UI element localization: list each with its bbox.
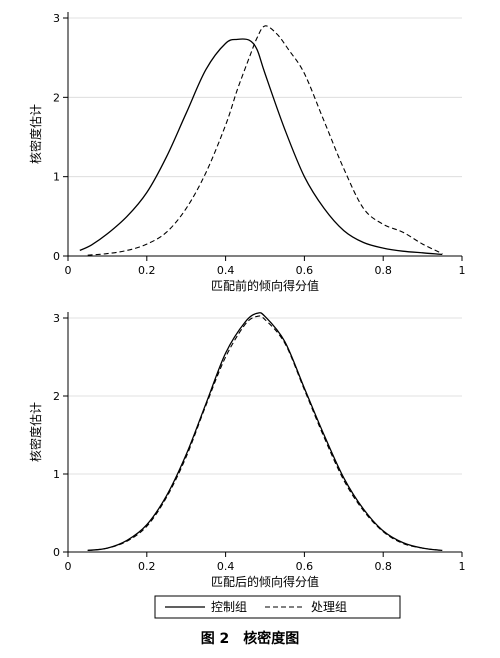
x-tick-label-0: 0 [65,264,72,277]
y-tick-label-0: 0 [53,546,60,559]
y-axis-label: 核密度估计 [28,402,43,462]
y-tick-label-3: 3 [53,312,60,325]
x-tick-label-3: 0.6 [296,264,314,277]
x-tick-label-2: 0.4 [217,560,235,573]
x-tick-label-4: 0.8 [374,264,392,277]
x-tick-label-4: 0.8 [374,560,392,573]
x-axis-label: 匹配前的倾向得分值 [211,278,319,293]
series-line-treatment [87,25,443,256]
x-tick-label-1: 0.2 [138,264,156,277]
figure-caption: 图 2 核密度图 [201,630,300,647]
legend-label-control: 控制组 [211,600,247,614]
x-tick-label-2: 0.4 [217,264,235,277]
x-tick-label-0: 0 [65,560,72,573]
x-tick-label-3: 0.6 [296,560,314,573]
series-line-treatment [87,315,443,551]
chart-panel-before-matching: 0 1 2 3 0 0.2 0.4 0.6 0.8 1 匹配前的倾向得分值 核密度估计 [28,12,466,293]
legend: 控制组 处理组 [154,595,401,619]
x-axis-label: 匹配后的倾向得分值 [211,574,319,589]
x-tick-label-1: 0.2 [138,560,156,573]
chart-panel-after-matching: 0 1 2 3 0 0.2 0.4 0.6 0.8 1 匹配后的倾向得分值 核密度估计 [28,312,466,589]
series-line-control [79,38,443,256]
y-tick-label-1: 1 [53,468,60,481]
y-tick-label-2: 2 [53,91,60,104]
y-tick-label-2: 2 [53,390,60,403]
x-tick-label-5: 1 [459,264,466,277]
x-tick-label-5: 1 [459,560,466,573]
y-tick-label-0: 0 [53,250,60,263]
series-line-control [87,312,443,552]
y-tick-label-3: 3 [53,12,60,25]
legend-label-treatment: 处理组 [311,600,347,614]
y-tick-label-1: 1 [53,171,60,184]
y-axis-label: 核密度估计 [28,104,43,164]
